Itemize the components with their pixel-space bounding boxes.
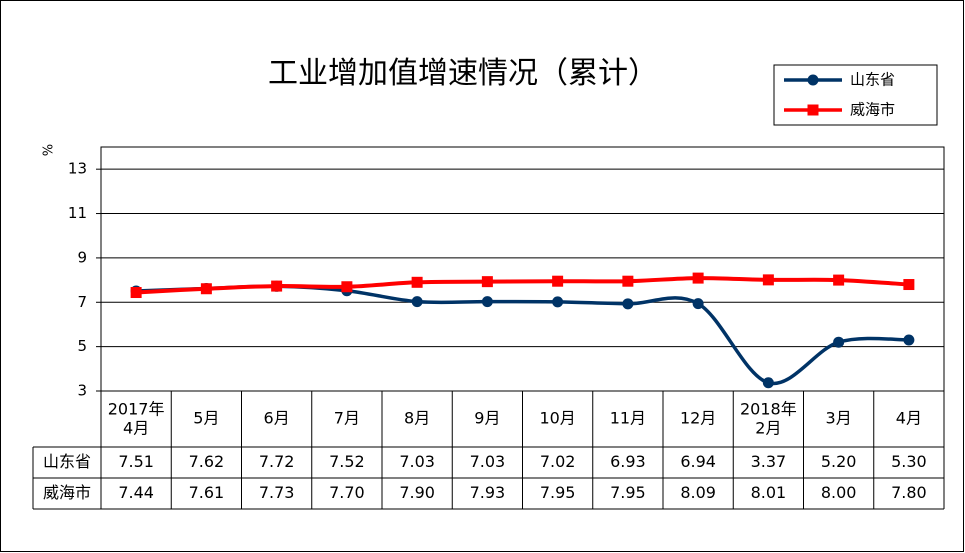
y-tick-label: 9 <box>77 248 87 266</box>
table-value: 7.44 <box>118 483 154 502</box>
y-axis-label: % <box>39 144 54 156</box>
y-tick-label: 13 <box>68 160 87 178</box>
marker <box>833 336 845 348</box>
x-tick-label: 3月 <box>826 409 852 428</box>
table-value: 7.62 <box>189 452 225 471</box>
table-value: 6.93 <box>610 452 646 471</box>
table-value: 7.72 <box>259 452 295 471</box>
x-tick-label: 2017年 4月 <box>108 399 165 437</box>
marker <box>833 274 845 286</box>
legend-marker <box>807 74 819 86</box>
x-tick-label: 11月 <box>610 409 646 428</box>
marker <box>341 281 353 293</box>
marker <box>692 298 704 310</box>
marker <box>622 298 634 310</box>
table-row-header: 山东省 <box>43 452 91 471</box>
table-value: 7.90 <box>399 483 435 502</box>
chart-title: 工业增加值增速情况（累计） <box>268 56 658 91</box>
table-value: 7.70 <box>329 483 365 502</box>
table-value: 8.01 <box>751 483 787 502</box>
x-tick-label: 10月 <box>539 409 575 428</box>
y-tick-label: 3 <box>77 382 87 400</box>
marker <box>762 274 774 286</box>
table-value: 6.94 <box>680 452 716 471</box>
marker <box>481 276 493 288</box>
x-tick-label: 4月 <box>896 409 922 428</box>
y-tick-label: 11 <box>68 204 87 222</box>
marker <box>411 296 423 308</box>
table-value: 7.03 <box>470 452 506 471</box>
table-value: 7.03 <box>399 452 435 471</box>
table-value: 7.95 <box>540 483 576 502</box>
y-tick-label: 5 <box>77 337 87 355</box>
y-tick-label: 7 <box>77 293 87 311</box>
legend-marker <box>807 104 819 116</box>
table-value: 7.80 <box>891 483 927 502</box>
marker <box>552 296 564 308</box>
series-line <box>136 276 910 295</box>
marker <box>903 279 915 291</box>
table-value: 7.61 <box>189 483 225 502</box>
table-value: 7.52 <box>329 452 365 471</box>
x-tick-label: 6月 <box>264 409 290 428</box>
marker <box>411 276 423 288</box>
marker <box>200 283 212 295</box>
marker <box>271 280 283 292</box>
x-tick-label: 7月 <box>334 409 360 428</box>
table-value: 7.02 <box>540 452 576 471</box>
x-tick-label: 5月 <box>193 409 219 428</box>
table-value: 7.93 <box>470 483 506 502</box>
marker <box>130 287 142 299</box>
legend-box <box>773 64 938 126</box>
table-value: 5.20 <box>821 452 857 471</box>
table-value: 8.00 <box>821 483 857 502</box>
x-tick-label: 9月 <box>474 409 500 428</box>
table-value: 7.51 <box>118 452 154 471</box>
marker <box>692 272 704 284</box>
table-value: 7.73 <box>259 483 295 502</box>
x-tick-label: 8月 <box>404 409 430 428</box>
marker <box>762 377 774 389</box>
marker <box>552 275 564 287</box>
table-value: 8.09 <box>680 483 716 502</box>
table-row-header: 威海市 <box>43 483 91 502</box>
marker <box>481 296 493 308</box>
x-tick-label: 2018年 2月 <box>740 399 797 437</box>
table-value: 5.30 <box>891 452 927 471</box>
table-value: 3.37 <box>751 452 787 471</box>
x-tick-label: 12月 <box>680 409 716 428</box>
marker <box>622 275 634 287</box>
legend-label: 威海市 <box>850 101 895 119</box>
marker <box>903 334 915 346</box>
legend-label: 山东省 <box>850 71 895 89</box>
table-value: 7.95 <box>610 483 646 502</box>
